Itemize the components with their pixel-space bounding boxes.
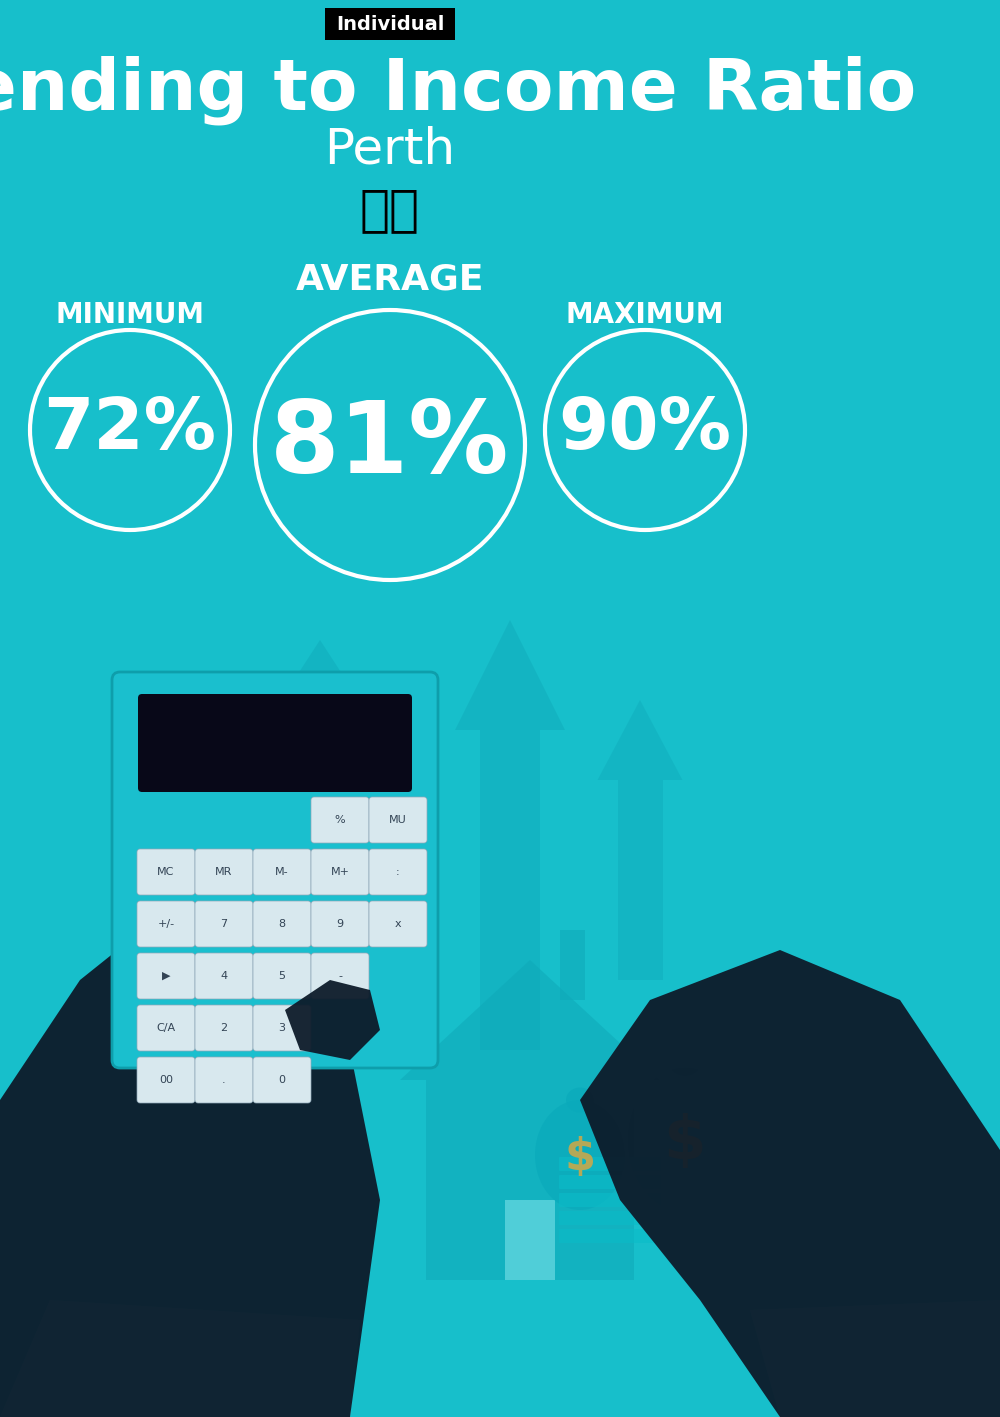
Text: 0: 0: [278, 1076, 286, 1085]
Polygon shape: [0, 1299, 360, 1417]
Text: 8: 8: [278, 920, 286, 930]
Text: 4: 4: [220, 971, 228, 981]
Text: Perth: Perth: [324, 126, 456, 174]
Text: 5: 5: [278, 971, 286, 981]
Text: 00: 00: [159, 1076, 173, 1085]
Text: 2: 2: [220, 1023, 228, 1033]
Text: C/A: C/A: [156, 1023, 176, 1033]
Polygon shape: [455, 621, 565, 730]
FancyBboxPatch shape: [369, 796, 427, 843]
Polygon shape: [426, 1080, 634, 1280]
FancyBboxPatch shape: [138, 694, 412, 792]
Text: M-: M-: [275, 867, 289, 877]
Ellipse shape: [668, 1044, 702, 1076]
Text: Individual: Individual: [336, 14, 444, 34]
FancyBboxPatch shape: [112, 672, 438, 1068]
Polygon shape: [560, 930, 585, 1000]
FancyBboxPatch shape: [253, 901, 311, 947]
FancyBboxPatch shape: [559, 1229, 661, 1243]
Text: MU: MU: [389, 815, 407, 825]
FancyBboxPatch shape: [195, 954, 253, 999]
Text: $: $: [564, 1136, 596, 1179]
Text: x: x: [395, 920, 401, 930]
Text: +/-: +/-: [157, 920, 175, 930]
FancyBboxPatch shape: [253, 954, 311, 999]
Text: MAXIMUM: MAXIMUM: [566, 300, 724, 329]
Text: M+: M+: [330, 867, 350, 877]
FancyBboxPatch shape: [559, 1212, 661, 1226]
Polygon shape: [285, 981, 380, 1060]
FancyBboxPatch shape: [369, 901, 427, 947]
Text: $: $: [664, 1112, 706, 1172]
Ellipse shape: [535, 1100, 625, 1210]
FancyBboxPatch shape: [195, 1005, 253, 1051]
FancyBboxPatch shape: [311, 954, 369, 999]
Polygon shape: [618, 779, 662, 981]
Ellipse shape: [566, 1087, 594, 1112]
FancyBboxPatch shape: [559, 1193, 661, 1207]
Text: %: %: [335, 815, 345, 825]
Polygon shape: [750, 1299, 1000, 1417]
FancyBboxPatch shape: [137, 901, 195, 947]
Text: :: :: [396, 867, 400, 877]
Polygon shape: [285, 740, 355, 1010]
Polygon shape: [255, 640, 385, 740]
FancyBboxPatch shape: [195, 901, 253, 947]
FancyBboxPatch shape: [137, 954, 195, 999]
FancyBboxPatch shape: [311, 849, 369, 896]
FancyBboxPatch shape: [253, 1005, 311, 1051]
Text: MC: MC: [157, 867, 175, 877]
Polygon shape: [0, 900, 380, 1417]
Text: 81%: 81%: [270, 397, 510, 493]
FancyBboxPatch shape: [325, 9, 455, 40]
Text: MR: MR: [215, 867, 233, 877]
Ellipse shape: [628, 1067, 742, 1213]
FancyBboxPatch shape: [253, 849, 311, 896]
Text: 🇦🇺: 🇦🇺: [360, 186, 420, 234]
Text: AVERAGE: AVERAGE: [296, 264, 484, 298]
FancyBboxPatch shape: [137, 849, 195, 896]
FancyBboxPatch shape: [311, 796, 369, 843]
FancyBboxPatch shape: [195, 849, 253, 896]
Text: Spending to Income Ratio: Spending to Income Ratio: [0, 55, 916, 125]
Text: 9: 9: [336, 920, 344, 930]
FancyBboxPatch shape: [253, 1057, 311, 1102]
Text: MINIMUM: MINIMUM: [56, 300, 205, 329]
Text: -: -: [338, 971, 342, 981]
Polygon shape: [400, 959, 660, 1080]
Text: 3: 3: [278, 1023, 286, 1033]
Polygon shape: [480, 730, 540, 1050]
FancyBboxPatch shape: [369, 849, 427, 896]
FancyBboxPatch shape: [137, 1057, 195, 1102]
Polygon shape: [598, 700, 682, 779]
FancyBboxPatch shape: [559, 1175, 661, 1189]
Text: 7: 7: [220, 920, 228, 930]
Text: 72%: 72%: [44, 395, 216, 465]
Text: 90%: 90%: [558, 395, 732, 465]
FancyBboxPatch shape: [559, 1158, 661, 1170]
FancyBboxPatch shape: [195, 1057, 253, 1102]
Text: ▶: ▶: [162, 971, 170, 981]
Polygon shape: [505, 1200, 555, 1280]
FancyBboxPatch shape: [137, 1005, 195, 1051]
Polygon shape: [580, 949, 1000, 1417]
Text: .: .: [222, 1076, 226, 1085]
FancyBboxPatch shape: [311, 901, 369, 947]
